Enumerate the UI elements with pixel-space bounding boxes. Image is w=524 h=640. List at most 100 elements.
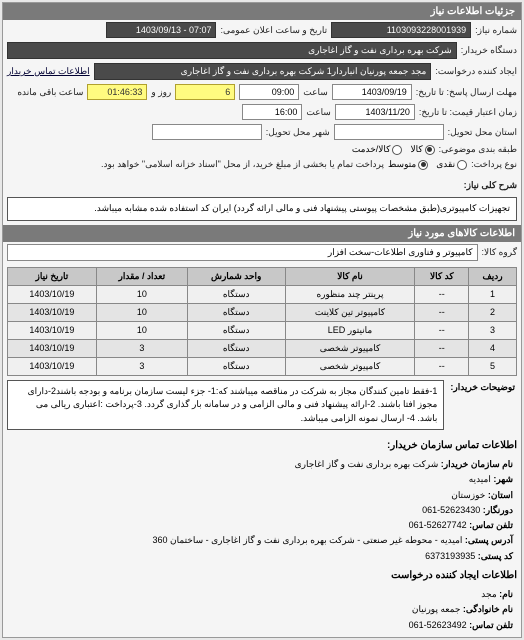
delivery-place-label: استان محل تحویل:: [448, 127, 517, 138]
table-cell: دستگاه: [187, 357, 285, 375]
table-row[interactable]: 3--مانیتور LEDدستگاه101403/10/19: [8, 321, 517, 339]
table-cell: 4: [469, 339, 517, 357]
contact-province-label: استان:: [488, 490, 513, 500]
contact-org-label: نام سازمان خریدار:: [441, 459, 513, 469]
brief-label: شرح کلی نیاز:: [464, 180, 517, 191]
contact-link[interactable]: اطلاعات تماس خریدار: [7, 66, 90, 77]
table-cell: 1: [469, 285, 517, 303]
table-header: واحد شمارش: [187, 267, 285, 285]
group-label: گروه کالا:: [482, 247, 517, 258]
contact-addr-label: آدرس پستی:: [465, 535, 513, 545]
remain-days-label: روز و: [151, 87, 171, 98]
items-table: ردیفکد کالانام کالاواحد شمارشتعداد / مقد…: [7, 267, 517, 376]
valid-label: زمان اعتبار قیمت: تا تاریخ:: [419, 107, 517, 118]
table-cell: کامپیوتر تین کلاینت: [285, 303, 415, 321]
table-cell: دستگاه: [187, 303, 285, 321]
table-cell: 10: [96, 303, 187, 321]
table-cell: مانیتور LED: [285, 321, 415, 339]
delivery-place-value: [334, 124, 444, 140]
time-label-2: ساعت: [306, 107, 331, 118]
table-cell: 2: [469, 303, 517, 321]
table-cell: دستگاه: [187, 285, 285, 303]
table-cell: 5: [469, 357, 517, 375]
radio-icon: [425, 145, 435, 155]
table-header: ردیف: [469, 267, 517, 285]
valid-time: 16:00: [242, 104, 302, 120]
table-cell: 1403/10/19: [8, 285, 97, 303]
creator-surname-label: نام خانوادگی:: [463, 604, 513, 614]
requester-value: مجد جمعه پورنیان انباردار1 شرکت بهره برد…: [94, 63, 432, 80]
pay-opt-0: نقدی: [436, 159, 455, 170]
notes-text: 1-فقط تامین کنندگان مجاز به شرکت در مناق…: [7, 380, 444, 431]
table-row[interactable]: 2--کامپیوتر تین کلاینتدستگاه101403/10/19: [8, 303, 517, 321]
delivery-city-label: شهر محل تحویل:: [266, 127, 330, 138]
contact-org: شرکت بهره برداری نفت و گاز اغاجاری: [295, 459, 439, 469]
table-cell: کامپیوتر شخصی: [285, 357, 415, 375]
creator-surname: جمعه پورنیان: [412, 604, 461, 614]
table-header: تاریخ نیاز: [8, 267, 97, 285]
pack-label: طبقه بندی موضوعی:: [439, 144, 517, 155]
deadline-label: مهلت ارسال پاسخ: تا تاریخ:: [416, 87, 517, 98]
contact-block: نام سازمان خریدار: شرکت بهره برداری نفت …: [3, 453, 521, 568]
table-cell: دستگاه: [187, 321, 285, 339]
table-cell: --: [415, 339, 469, 357]
remain-time: 01:46:33: [87, 84, 147, 100]
table-cell: --: [415, 357, 469, 375]
panel-title: جزئیات اطلاعات نیاز: [3, 3, 521, 20]
table-header: تعداد / مقدار: [96, 267, 187, 285]
pay-opt-1: متوسط: [388, 159, 416, 170]
creator-tel-label: تلفن تماس:: [469, 620, 513, 630]
pay-label: نوع پرداخت:: [471, 159, 517, 170]
contact-addr: امیدیه - محوطه غیر صنعتی - شرکت بهره برد…: [152, 535, 462, 545]
table-cell: 3: [96, 357, 187, 375]
deadline-date: 1403/09/19: [332, 84, 412, 100]
creator-block: نام: مجد نام خانوادگی: جمعه پورنیان تلفن…: [3, 583, 521, 637]
valid-date: 1403/11/20: [335, 104, 415, 120]
table-cell: 10: [96, 285, 187, 303]
pack-opt-1: کالا/خدمت: [352, 144, 391, 155]
table-row[interactable]: 4--کامپیوتر شخصیدستگاه31403/10/19: [8, 339, 517, 357]
creator-tel: 52623492-061: [409, 620, 467, 630]
pay-note: پرداخت تمام یا بخشی از مبلغ خرید، از محل…: [101, 159, 384, 170]
contact-province: خوزستان: [451, 490, 485, 500]
table-cell: دستگاه: [187, 339, 285, 357]
creator-name-label: نام:: [499, 589, 513, 599]
table-row[interactable]: 5--کامپیوتر شخصیدستگاه31403/10/19: [8, 357, 517, 375]
table-cell: --: [415, 303, 469, 321]
pay-radio-motevasset[interactable]: متوسط: [388, 159, 428, 170]
remain-suffix: ساعت باقی مانده: [17, 87, 83, 98]
table-header: نام کالا: [285, 267, 415, 285]
contact-zip: 6373193935: [425, 551, 475, 561]
pack-radio-group: کالا کالا/خدمت: [352, 144, 435, 155]
delivery-city-value: [152, 124, 262, 140]
announce-value: 07:07 - 1403/09/13: [106, 22, 216, 38]
table-header: کد کالا: [415, 267, 469, 285]
table-cell: 1403/10/19: [8, 321, 97, 339]
pay-radio-group: نقدی متوسط: [388, 159, 467, 170]
contact-fax-label: دورنگار:: [483, 505, 513, 515]
table-cell: 3: [469, 321, 517, 339]
pack-radio-khadamat[interactable]: کالا/خدمت: [352, 144, 403, 155]
brief-text: تجهیزات کامپیوتری(طبق مشخصات پیوستی پیشن…: [7, 197, 517, 221]
table-cell: 10: [96, 321, 187, 339]
contact-tel: 52627742-061: [409, 520, 467, 530]
pay-radio-naghdi[interactable]: نقدی: [436, 159, 467, 170]
announce-label: تاریخ و ساعت اعلان عمومی:: [220, 25, 327, 36]
table-cell: 1403/10/19: [8, 339, 97, 357]
time-label-1: ساعت: [303, 87, 328, 98]
table-cell: --: [415, 285, 469, 303]
table-cell: 1403/10/19: [8, 357, 97, 375]
radio-icon: [457, 160, 467, 170]
table-cell: --: [415, 321, 469, 339]
group-value: کامپیوتر و فناوری اطلاعات-سخت افزار: [7, 244, 478, 261]
buyer-value: شرکت بهره برداری نفت و گاز اغاجاری: [7, 42, 457, 59]
contact-tel-label: تلفن تماس:: [469, 520, 513, 530]
creator-name: مجد: [481, 589, 496, 599]
deadline-time: 09:00: [239, 84, 299, 100]
remain-days: 6: [175, 84, 235, 100]
contact-header: اطلاعات تماس سازمان خریدار:: [387, 440, 517, 451]
contact-zip-label: کد پستی:: [478, 551, 513, 561]
table-row[interactable]: 1--پرینتر چند منظورهدستگاه101403/10/19: [8, 285, 517, 303]
pack-opt-0: کالا: [410, 144, 422, 155]
pack-radio-kala[interactable]: کالا: [410, 144, 434, 155]
